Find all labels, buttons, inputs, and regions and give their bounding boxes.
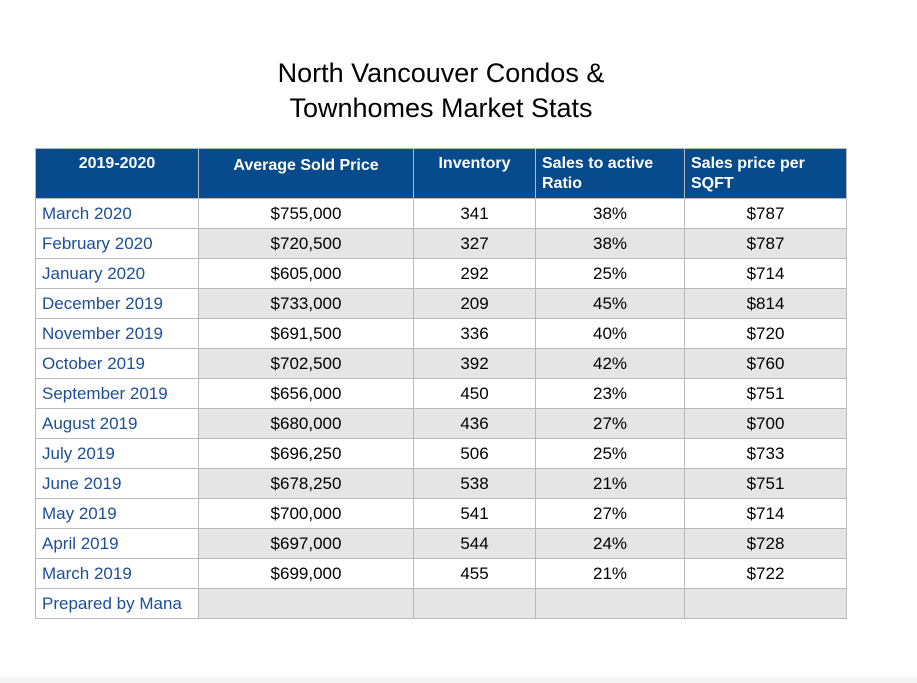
sales-price-per-sqft-cell: $720	[684, 318, 847, 349]
inventory-cell: 506	[413, 438, 536, 469]
inventory-cell: 538	[413, 468, 536, 499]
month-cell: December 2019	[35, 288, 199, 319]
sales-price-per-sqft-cell: $728	[684, 528, 847, 559]
prepared-by-cell: Prepared by Mana	[35, 588, 199, 619]
sales-price-per-sqft-cell: $751	[684, 378, 847, 409]
month-cell: February 2020	[35, 228, 199, 259]
sales-to-active-ratio-cell: 24%	[535, 528, 685, 559]
sales-price-per-sqft-cell: $787	[684, 228, 847, 259]
average-sold-price-cell: $605,000	[198, 258, 414, 289]
sales-price-per-sqft-cell	[684, 588, 847, 619]
table-row: January 2020 $605,000 292 25% $714	[35, 258, 847, 289]
table-row: July 2019 $696,250 506 25% $733	[35, 438, 847, 469]
market-stats-table: 2019-2020 Average Sold Price Inventory S…	[35, 148, 847, 619]
sales-to-active-ratio-cell: 27%	[535, 408, 685, 439]
sales-price-per-sqft-cell: $760	[684, 348, 847, 379]
inventory-cell: 544	[413, 528, 536, 559]
inventory-cell: 327	[413, 228, 536, 259]
sales-to-active-ratio-cell: 21%	[535, 558, 685, 589]
inventory-cell	[413, 588, 536, 619]
header-sales-to-active-ratio: Sales to active Ratio	[535, 148, 685, 199]
inventory-cell: 392	[413, 348, 536, 379]
inventory-cell: 450	[413, 378, 536, 409]
average-sold-price-cell: $691,500	[198, 318, 414, 349]
table-row: September 2019 $656,000 450 23% $751	[35, 378, 847, 409]
sales-price-per-sqft-cell: $714	[684, 498, 847, 529]
average-sold-price-cell: $696,250	[198, 438, 414, 469]
table-row: May 2019 $700,000 541 27% $714	[35, 498, 847, 529]
inventory-cell: 292	[413, 258, 536, 289]
average-sold-price-cell: $680,000	[198, 408, 414, 439]
header-sales-price-per-sqft: Sales price per SQFT	[684, 148, 847, 199]
month-cell: January 2020	[35, 258, 199, 289]
sales-to-active-ratio-cell	[535, 588, 685, 619]
title-line-1: North Vancouver Condos &	[277, 58, 605, 88]
inventory-cell: 455	[413, 558, 536, 589]
table-row: April 2019 $697,000 544 24% $728	[35, 528, 847, 559]
month-cell: September 2019	[35, 378, 199, 409]
table-row: December 2019 $733,000 209 45% $814	[35, 288, 847, 319]
sales-price-per-sqft-cell: $733	[684, 438, 847, 469]
month-cell: July 2019	[35, 438, 199, 469]
header-average-sold-price: Average Sold Price	[198, 148, 414, 199]
header-period: 2019-2020	[35, 148, 199, 199]
month-cell: April 2019	[35, 528, 199, 559]
sales-to-active-ratio-cell: 45%	[535, 288, 685, 319]
sales-to-active-ratio-cell: 21%	[535, 468, 685, 499]
month-cell: August 2019	[35, 408, 199, 439]
table-row: March 2019 $699,000 455 21% $722	[35, 558, 847, 589]
inventory-cell: 336	[413, 318, 536, 349]
sales-price-per-sqft-cell: $787	[684, 198, 847, 229]
average-sold-price-cell: $700,000	[198, 498, 414, 529]
table-row: October 2019 $702,500 392 42% $760	[35, 348, 847, 379]
table-row: June 2019 $678,250 538 21% $751	[35, 468, 847, 499]
table-body: March 2020 $755,000 341 38% $787 February 202…	[35, 198, 847, 619]
bottom-strip	[0, 677, 917, 683]
table-header-row: 2019-2020 Average Sold Price Inventory S…	[35, 148, 847, 199]
average-sold-price-cell: $755,000	[198, 198, 414, 229]
average-sold-price-cell: $720,500	[198, 228, 414, 259]
average-sold-price-cell: $697,000	[198, 528, 414, 559]
month-cell: March 2020	[35, 198, 199, 229]
average-sold-price-cell	[198, 588, 414, 619]
inventory-cell: 541	[413, 498, 536, 529]
table-row: November 2019 $691,500 336 40% $720	[35, 318, 847, 349]
month-cell: November 2019	[35, 318, 199, 349]
sales-to-active-ratio-cell: 40%	[535, 318, 685, 349]
sales-price-per-sqft-cell: $751	[684, 468, 847, 499]
inventory-cell: 209	[413, 288, 536, 319]
sales-to-active-ratio-cell: 42%	[535, 348, 685, 379]
title-line-2: Townhomes Market Stats	[289, 93, 593, 123]
inventory-cell: 436	[413, 408, 536, 439]
sales-price-per-sqft-cell: $722	[684, 558, 847, 589]
month-cell: June 2019	[35, 468, 199, 499]
month-cell: May 2019	[35, 498, 199, 529]
table-row: August 2019 $680,000 436 27% $700	[35, 408, 847, 439]
inventory-cell: 341	[413, 198, 536, 229]
average-sold-price-cell: $656,000	[198, 378, 414, 409]
table-row: March 2020 $755,000 341 38% $787	[35, 198, 847, 229]
sales-price-per-sqft-cell: $700	[684, 408, 847, 439]
table-footer-row: Prepared by Mana	[35, 588, 847, 619]
header-inventory: Inventory	[413, 148, 536, 199]
average-sold-price-cell: $733,000	[198, 288, 414, 319]
table-row: February 2020 $720,500 327 38% $787	[35, 228, 847, 259]
average-sold-price-cell: $702,500	[198, 348, 414, 379]
sales-to-active-ratio-cell: 38%	[535, 198, 685, 229]
sales-price-per-sqft-cell: $714	[684, 258, 847, 289]
slide-title: North Vancouver Condos & Townhomes Marke…	[0, 56, 882, 126]
sales-to-active-ratio-cell: 25%	[535, 438, 685, 469]
average-sold-price-cell: $678,250	[198, 468, 414, 499]
average-sold-price-cell: $699,000	[198, 558, 414, 589]
sales-to-active-ratio-cell: 27%	[535, 498, 685, 529]
month-cell: October 2019	[35, 348, 199, 379]
sales-to-active-ratio-cell: 38%	[535, 228, 685, 259]
sales-to-active-ratio-cell: 23%	[535, 378, 685, 409]
sales-price-per-sqft-cell: $814	[684, 288, 847, 319]
month-cell: March 2019	[35, 558, 199, 589]
sales-to-active-ratio-cell: 25%	[535, 258, 685, 289]
